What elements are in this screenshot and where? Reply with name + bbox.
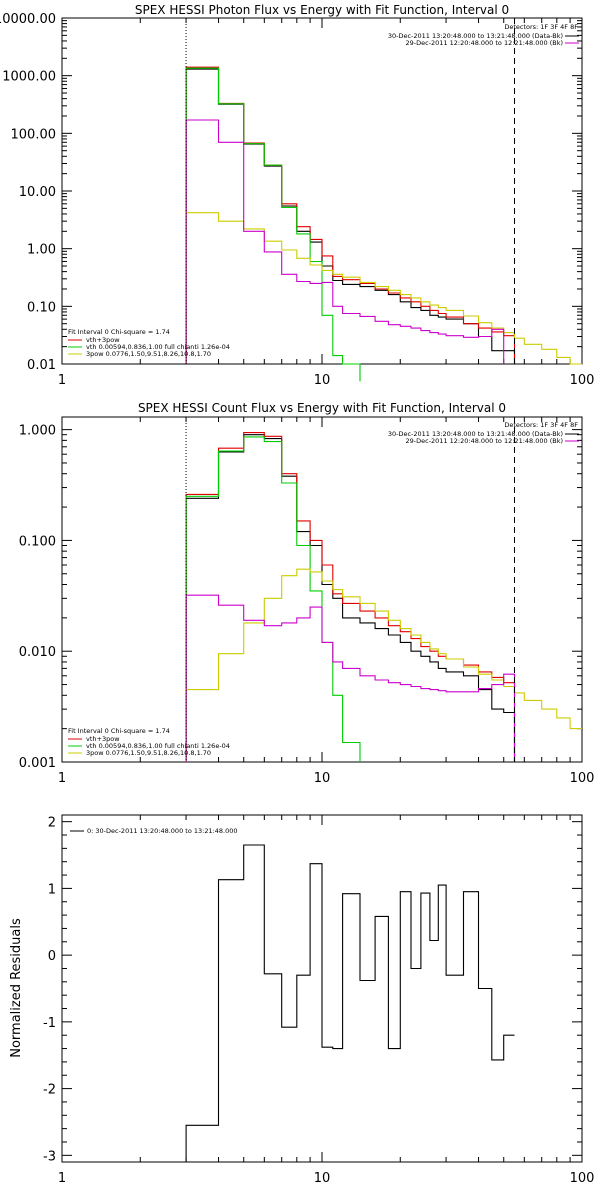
series-line-0 (185, 844, 515, 1162)
fit-legend: Fit Interval 0 Chi-square = 1.74 vth+3po… (68, 727, 230, 757)
series-line-1 (185, 66, 516, 364)
y-tick-label: 1.00 (27, 243, 56, 258)
series-line-3 (185, 212, 582, 365)
fit-range-lines (185, 417, 515, 762)
legend-entry-power-law: 3pow 0.0776,1.50,9.51,8.26,10.8,1.70 (86, 749, 211, 757)
detector-legend-header: Detectors: 1F 3F 4F 8F (504, 421, 578, 429)
y-tick-label: 0.010 (19, 645, 56, 660)
series-group (185, 66, 582, 382)
residuals-y-axis-label: Normalized Residuals (9, 918, 24, 1058)
fit-legend: Fit Interval 0 Chi-square = 1.74 vth+3po… (68, 328, 230, 358)
x-tick-label: 1 (58, 1171, 66, 1186)
series-line-4 (185, 119, 505, 364)
legend-entry-data: 30-Dec-2011 13:20:48.000 to 13:21:48.000… (388, 430, 563, 438)
legend-entry-residual: 0: 30-Dec-2011 13:20:48.000 to 13:21:48.… (87, 827, 238, 835)
y-tick-label: 1.000 (19, 424, 56, 439)
y-tick-label: 0 (48, 949, 56, 964)
x-tick-label: 10 (314, 1171, 331, 1186)
x-tick-labels: 1 10 100 (58, 1171, 595, 1186)
y-tick-labels: 0.01 0.10 1.00 10.00 100.00 1000.00 1000… (0, 12, 56, 373)
legend-entry-thermal: vth 0.00594,0.836,1.00 full chianti 1.26… (86, 742, 230, 750)
legend-entry-background: 29-Dec-2011 12:20:48.000 to 12:21:48.000… (406, 39, 564, 47)
x-tick-label: 10 (314, 373, 331, 388)
legend-entry-total-fit: vth+3pow (86, 735, 120, 743)
x-tick-labels: 1 10 100 (58, 373, 595, 388)
axis-ticks (61, 17, 583, 365)
fit-range-lines (185, 18, 515, 364)
x-tick-labels: 1 10 100 (58, 771, 595, 786)
y-tick-label: 0.10 (27, 300, 56, 315)
detector-legend: Detectors: 1F 3F 4F 8F 30-Dec-2011 13:20… (388, 421, 579, 445)
legend-entry-thermal: vth 0.00594,0.836,1.00 full chianti 1.26… (86, 343, 230, 351)
x-tick-label: 100 (570, 373, 595, 388)
axis-ticks (61, 417, 583, 763)
y-tick-labels: 0.001 0.010 0.100 1.000 (19, 424, 56, 771)
y-tick-label: 1000.00 (2, 70, 56, 85)
detector-legend-header: Detectors: 1F 3F 4F 8F (504, 23, 578, 31)
residuals-legend: 0: 30-Dec-2011 13:20:48.000 to 13:21:48.… (70, 827, 238, 835)
series-line-2 (185, 67, 361, 382)
photon-flux-title: SPEX HESSI Photon Flux vs Energy with Fi… (135, 3, 509, 17)
legend-entry-background: 29-Dec-2011 12:20:48.000 to 12:21:48.000… (406, 437, 564, 445)
y-tick-label: 0.001 (19, 756, 56, 771)
count-flux-title: SPEX HESSI Count Flux vs Energy with Fit… (138, 401, 506, 415)
fit-legend-header: Fit Interval 0 Chi-square = 1.74 (68, 328, 170, 336)
x-tick-label: 100 (570, 1171, 595, 1186)
fit-legend-header: Fit Interval 0 Chi-square = 1.74 (68, 727, 170, 735)
legend-entry-data: 30-Dec-2011 13:20:48.000 to 13:21:48.000… (388, 32, 563, 40)
y-tick-label: -3 (43, 1149, 56, 1164)
series-line-3 (185, 568, 582, 762)
series-line-4 (185, 594, 516, 762)
series-line-0 (185, 68, 516, 364)
legend-entry-total-fit: vth+3pow (86, 336, 120, 344)
y-tick-label: 10000.00 (0, 12, 56, 27)
y-tick-label: -2 (43, 1083, 56, 1098)
residuals-panel: Normalized Residuals 1 10 100 -3 -2 -1 0… (9, 814, 595, 1186)
detector-legend: Detectors: 1F 3F 4F 8F 30-Dec-2011 13:20… (388, 23, 579, 47)
y-tick-label: 0.100 (19, 534, 56, 549)
x-tick-label: 10 (314, 771, 331, 786)
series-line-1 (185, 432, 516, 762)
photon-flux-panel: SPEX HESSI Photon Flux vs Energy with Fi… (0, 3, 594, 388)
y-tick-labels: -3 -2 -1 0 1 2 (43, 816, 56, 1165)
y-tick-label: 0.01 (27, 358, 56, 373)
y-tick-label: -1 (43, 1016, 56, 1031)
axis-ticks (61, 815, 583, 1162)
legend-entry-power-law: 3pow 0.0776,1.50,9.51,8.26,10.8,1.70 (86, 350, 211, 358)
y-tick-label: 2 (48, 816, 56, 831)
count-flux-panel: SPEX HESSI Count Flux vs Energy with Fit… (19, 401, 595, 786)
series-group (185, 844, 515, 1162)
series-line-2 (185, 436, 361, 762)
x-tick-label: 1 (58, 771, 66, 786)
x-tick-label: 1 (58, 373, 66, 388)
series-line-0 (185, 434, 516, 762)
y-tick-label: 100.00 (11, 127, 57, 142)
x-tick-label: 100 (570, 771, 595, 786)
y-tick-label: 10.00 (19, 185, 56, 200)
series-group (185, 432, 582, 762)
y-tick-label: 1 (48, 882, 56, 897)
